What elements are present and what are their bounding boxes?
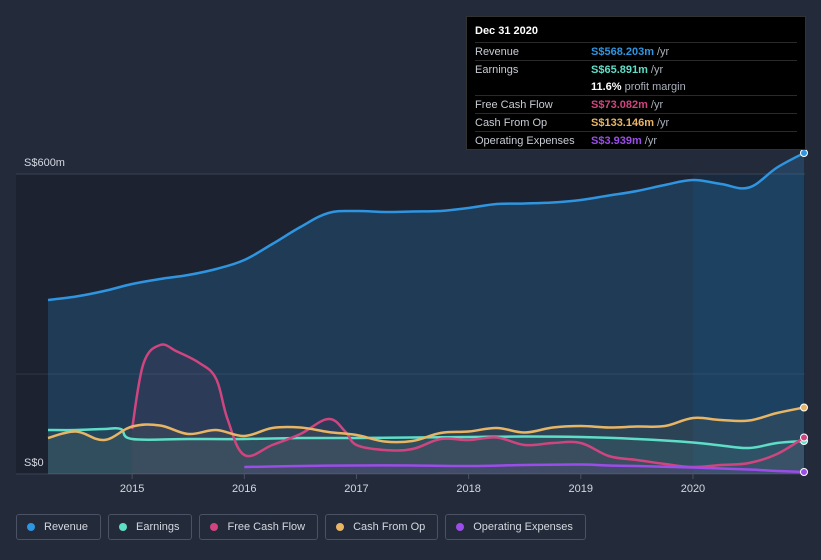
series-end-point-cash-from-op (800, 403, 808, 412)
tooltip-row-operating-expenses: Operating Expenses S$3.939m /yr (475, 131, 797, 149)
tooltip-unit: /yr (650, 98, 664, 111)
tooltip-value: S$65.891m (591, 63, 648, 76)
series-layer (47, 149, 808, 476)
tooltip-label: Revenue (475, 45, 520, 58)
tooltip-row-cash-from-op: Cash From Op S$133.146m /yr (475, 113, 797, 131)
series-area-free-cash-flow (132, 344, 805, 474)
tooltip-unit: /yr (650, 63, 664, 76)
tooltip-row-earnings: Earnings S$65.891m /yr (475, 60, 797, 78)
x-tick-label: 2019 (569, 483, 593, 495)
series-end-point-revenue (800, 149, 808, 157)
y-axis-top-label: S$600m (24, 157, 65, 169)
tooltip-label: Operating Expenses (475, 134, 575, 147)
legend-dot-icon (27, 523, 35, 531)
legend-dot-icon (210, 523, 219, 531)
legend-label: Revenue (44, 521, 89, 533)
series-line-cash-from-op (47, 406, 805, 444)
x-tick-label: 2018 (456, 483, 480, 495)
tooltip-date: Dec 31 2020 (475, 25, 538, 37)
series-line-earnings (47, 426, 805, 450)
y-axis-bottom-label: S$0 (24, 457, 44, 469)
legend-label: Operating Expenses (473, 521, 573, 533)
legend-item-revenue[interactable]: Revenue (16, 514, 102, 540)
tooltip-row-profit-margin: 11.6% profit margin (475, 78, 797, 95)
x-axis-ticks: 2015 2016 2017 2018 2019 2020 (120, 474, 705, 495)
tooltip-unit: /yr (657, 45, 670, 58)
tooltip-unit: /yr (657, 116, 670, 129)
series-line-revenue (47, 151, 805, 302)
series-end-point-free-cash-flow (800, 433, 808, 442)
legend-dot-icon (456, 523, 465, 531)
tooltip-unit: profit margin (624, 80, 686, 93)
legend-label: Earnings (136, 521, 180, 533)
legend-dot-icon (119, 523, 128, 531)
tooltip-row-revenue: Revenue S$568.203m /yr (475, 42, 797, 60)
legend: Revenue Earnings Free Cash Flow Cash Fro… (16, 514, 586, 542)
legend-item-earnings[interactable]: Earnings (108, 514, 193, 540)
series-end-point-operating-expenses (800, 468, 808, 476)
tooltip-value: S$133.146m (591, 116, 654, 129)
tooltip-value: S$3.939m (591, 134, 642, 147)
series-area-revenue (48, 153, 804, 474)
tooltip-panel: Dec 31 2020 Revenue S$568.203m /yr Earni… (466, 16, 806, 150)
tooltip-value: S$73.082m (591, 98, 648, 111)
tooltip-unit: /yr (644, 134, 657, 147)
x-tick-label: 2017 (344, 483, 368, 495)
tooltip-row-free-cash-flow: Free Cash Flow S$73.082m /yr (475, 95, 797, 113)
tooltip-label: Free Cash Flow (475, 98, 553, 111)
x-tick-label: 2020 (681, 483, 705, 495)
series-line-operating-expenses (244, 463, 805, 474)
x-tick-label: 2015 (120, 483, 144, 495)
legend-dot-icon (336, 523, 345, 531)
tooltip-value: S$568.203m (591, 45, 654, 58)
tooltip-value: 11.6% (591, 80, 622, 93)
legend-label: Free Cash Flow (227, 521, 306, 533)
legend-item-cash-from-op[interactable]: Cash From Op (325, 514, 439, 540)
legend-label: Cash From Op (353, 521, 426, 533)
legend-item-free-cash-flow[interactable]: Free Cash Flow (199, 514, 319, 540)
tooltip-label: Earnings (475, 63, 519, 76)
series-line-free-cash-flow (130, 343, 805, 469)
x-tick-label: 2016 (232, 483, 256, 495)
legend-item-operating-expenses[interactable]: Operating Expenses (445, 514, 586, 540)
highlight-region (692, 174, 805, 474)
tooltip-label: Cash From Op (475, 116, 548, 129)
